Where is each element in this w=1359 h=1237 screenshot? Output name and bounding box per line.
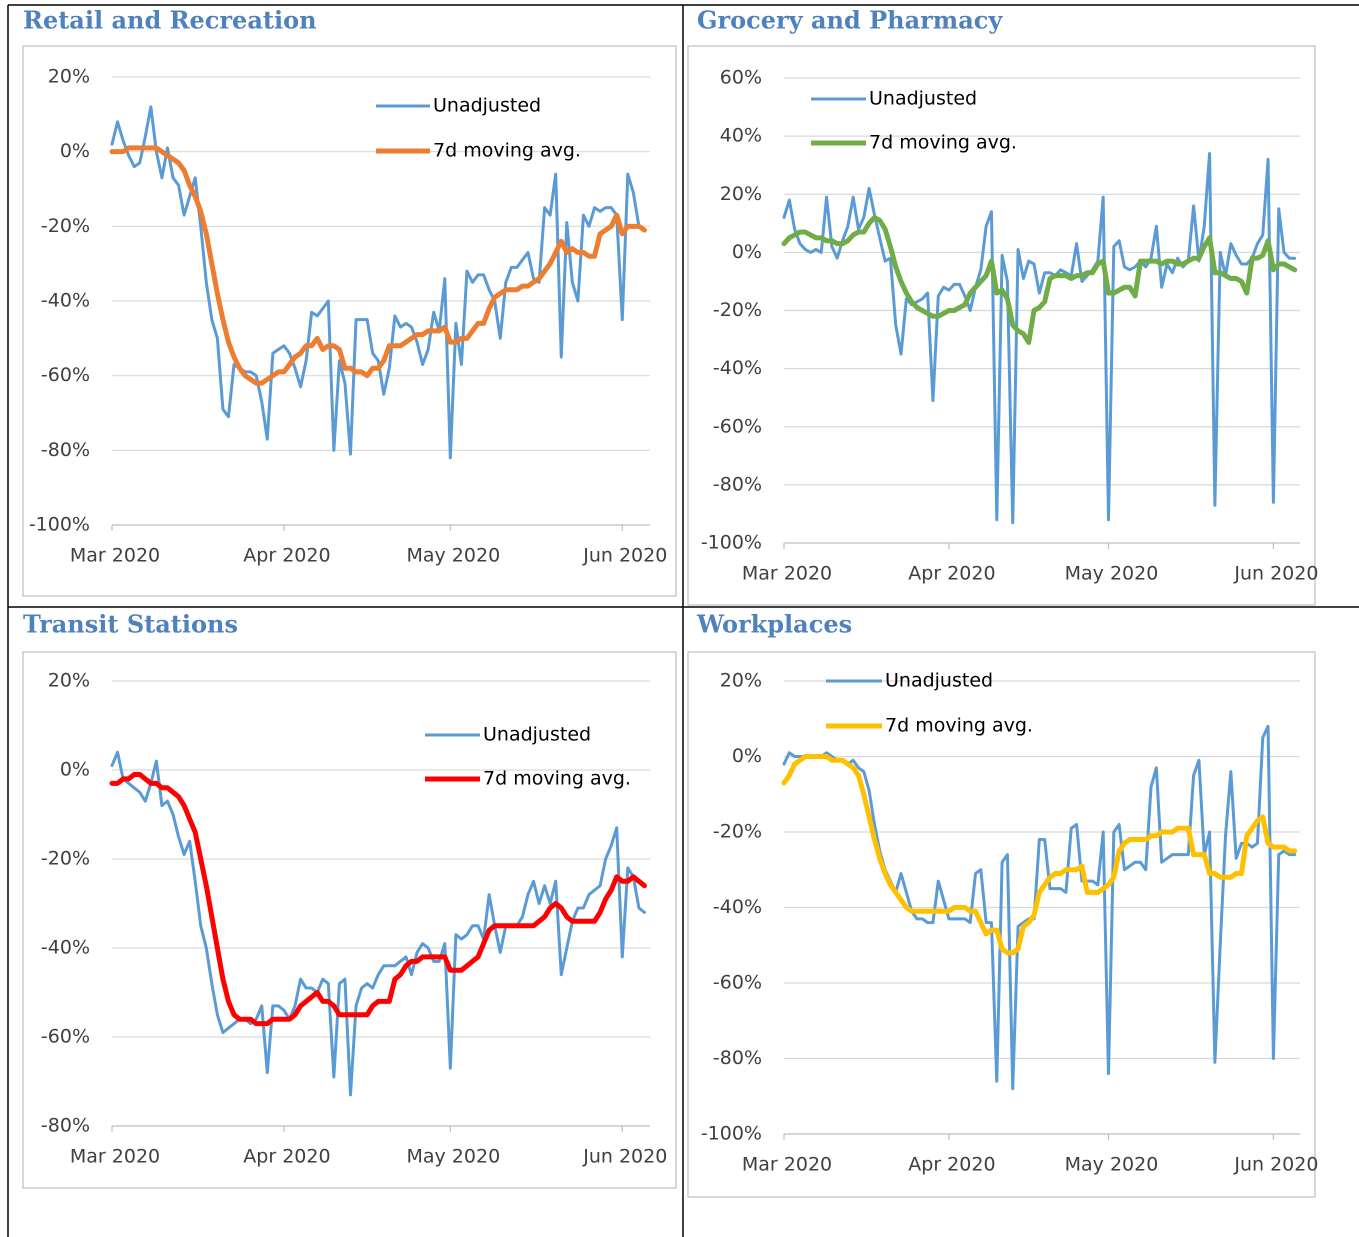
chart-title: Transit Stations bbox=[23, 610, 238, 639]
chart-frame bbox=[22, 651, 677, 1189]
x-tick-label: May 2020 bbox=[1065, 1154, 1159, 1176]
y-tick-label: -40% bbox=[41, 937, 90, 959]
y-tick-label: -80% bbox=[713, 1047, 762, 1069]
chart-frame bbox=[687, 45, 1316, 606]
chart-title: Retail and Recreation bbox=[23, 6, 317, 35]
y-tick-label: -60% bbox=[713, 415, 762, 437]
chart-title: Workplaces bbox=[696, 610, 852, 639]
legend-label: 7d moving avg. bbox=[885, 715, 1033, 737]
y-tick-label: -20% bbox=[713, 299, 762, 321]
x-tick-label: Apr 2020 bbox=[908, 563, 995, 585]
legend-label: 7d moving avg. bbox=[483, 768, 631, 790]
x-tick-label: Mar 2020 bbox=[70, 1146, 160, 1168]
chart-title: Grocery and Pharmacy bbox=[697, 6, 1003, 35]
x-tick-label: Apr 2020 bbox=[908, 1154, 995, 1176]
x-tick-label: Jun 2020 bbox=[582, 1146, 667, 1168]
y-tick-label: 40% bbox=[720, 125, 762, 147]
data-line bbox=[782, 152, 1297, 525]
y-tick-label: -60% bbox=[713, 972, 762, 994]
x-tick-label: Mar 2020 bbox=[70, 545, 160, 567]
x-tick-label: Jun 2020 bbox=[582, 545, 667, 567]
y-tick-label: -60% bbox=[41, 364, 90, 386]
x-tick-label: Apr 2020 bbox=[243, 545, 330, 567]
data-line bbox=[782, 724, 1297, 1091]
data-line bbox=[110, 750, 646, 1097]
y-tick-label: -40% bbox=[713, 896, 762, 918]
y-tick-label: -100% bbox=[29, 514, 90, 536]
y-tick-label: 0% bbox=[732, 241, 762, 263]
y-tick-label: -20% bbox=[41, 215, 90, 237]
legend-label: Unadjusted bbox=[483, 724, 591, 746]
data-line bbox=[110, 105, 646, 460]
y-tick-label: -100% bbox=[701, 532, 762, 554]
x-tick-label: Apr 2020 bbox=[243, 1146, 330, 1168]
x-tick-label: Mar 2020 bbox=[742, 1154, 832, 1176]
data-line bbox=[109, 771, 647, 1027]
x-tick-label: May 2020 bbox=[406, 1146, 500, 1168]
x-tick-label: Jun 2020 bbox=[1233, 563, 1318, 585]
y-tick-label: 20% bbox=[720, 183, 762, 205]
y-tick-label: -20% bbox=[41, 848, 90, 870]
y-tick-label: -80% bbox=[713, 473, 762, 495]
y-tick-label: -20% bbox=[713, 821, 762, 843]
x-tick-label: Jun 2020 bbox=[1233, 1154, 1318, 1176]
y-tick-label: 0% bbox=[60, 759, 90, 781]
y-tick-label: 0% bbox=[60, 140, 90, 162]
y-tick-label: 20% bbox=[48, 670, 90, 692]
y-tick-label: 20% bbox=[720, 670, 762, 692]
data-line bbox=[781, 215, 1298, 345]
y-tick-label: 20% bbox=[48, 66, 90, 88]
x-tick-label: May 2020 bbox=[1065, 563, 1159, 585]
x-tick-label: Mar 2020 bbox=[742, 563, 832, 585]
legend-label: Unadjusted bbox=[433, 95, 541, 117]
chart-frame bbox=[22, 45, 677, 597]
chart-frame bbox=[687, 651, 1316, 1198]
y-tick-label: -80% bbox=[41, 439, 90, 461]
y-tick-label: -80% bbox=[41, 1115, 90, 1137]
y-tick-label: -40% bbox=[41, 290, 90, 312]
y-tick-label: -40% bbox=[713, 357, 762, 379]
legend-label: Unadjusted bbox=[885, 670, 993, 692]
legend-label: Unadjusted bbox=[869, 88, 977, 110]
y-tick-label: 60% bbox=[720, 67, 762, 89]
y-tick-label: -60% bbox=[41, 1026, 90, 1048]
legend-label: 7d moving avg. bbox=[869, 132, 1017, 154]
legend-label: 7d moving avg. bbox=[433, 140, 581, 162]
y-tick-label: 0% bbox=[732, 745, 762, 767]
x-tick-label: May 2020 bbox=[406, 545, 500, 567]
data-line bbox=[781, 754, 1298, 956]
y-tick-label: -100% bbox=[701, 1123, 762, 1145]
data-line bbox=[109, 145, 647, 386]
